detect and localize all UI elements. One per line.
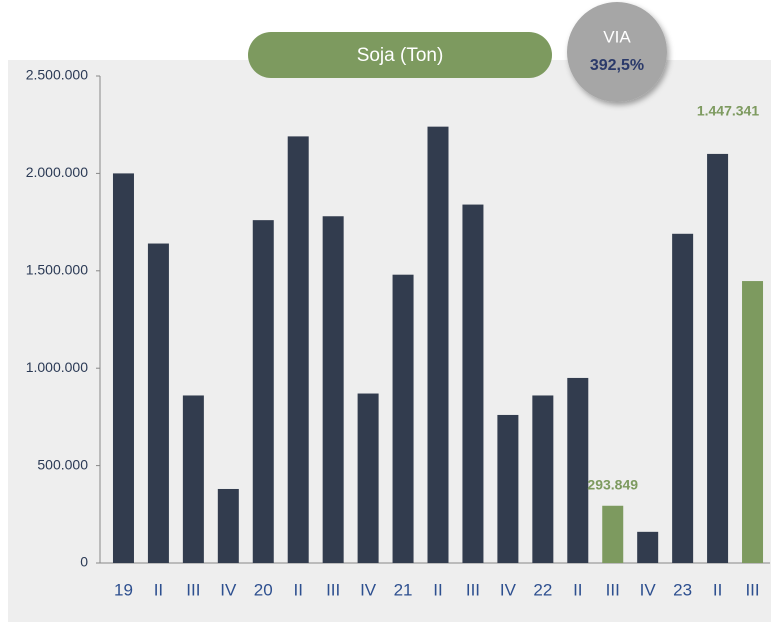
x-tick-label: III <box>326 580 340 599</box>
bar <box>462 204 484 563</box>
bar <box>392 274 414 563</box>
badge-label: VIA <box>603 27 631 46</box>
bar <box>252 220 274 564</box>
x-tick-label: IV <box>360 580 377 599</box>
bar <box>287 136 309 563</box>
x-tick-label: III <box>186 580 200 599</box>
x-tick-label: II <box>154 580 163 599</box>
value-label: 293.849 <box>587 476 638 492</box>
badge-value: 392,5% <box>590 57 644 74</box>
bar <box>742 281 764 563</box>
x-tick-label: II <box>713 580 722 599</box>
x-tick-label: III <box>466 580 480 599</box>
x-tick-label: IV <box>220 580 237 599</box>
bar <box>497 414 519 563</box>
bar <box>322 216 344 564</box>
bar <box>532 395 554 563</box>
x-tick-label: II <box>573 580 582 599</box>
bar <box>637 531 659 563</box>
bar <box>112 173 134 563</box>
bar <box>672 233 694 563</box>
y-tick-label: 500.000 <box>37 456 88 472</box>
bar <box>217 488 239 563</box>
plot-background <box>8 60 771 622</box>
y-tick-label: 0 <box>80 554 88 570</box>
x-tick-label: 22 <box>533 580 552 599</box>
bar <box>357 393 379 563</box>
x-tick-label: 20 <box>254 580 273 599</box>
bar <box>602 505 624 563</box>
y-tick-label: 2.000.000 <box>26 164 88 180</box>
chart-title: Soja (Ton) <box>357 45 444 66</box>
x-tick-label: 21 <box>394 580 413 599</box>
x-tick-label: III <box>745 580 759 599</box>
y-tick-label: 2.500.000 <box>26 67 88 83</box>
title-pill <box>248 32 552 78</box>
x-tick-label: 23 <box>673 580 692 599</box>
y-tick-label: 1.500.000 <box>26 262 88 278</box>
bar <box>182 395 204 563</box>
bar <box>707 153 729 564</box>
x-tick-label: IV <box>500 580 517 599</box>
x-tick-label: IV <box>640 580 657 599</box>
badge <box>567 2 667 102</box>
x-tick-label: II <box>433 580 442 599</box>
x-tick-label: III <box>606 580 620 599</box>
value-label: 1.447.341 <box>697 103 759 119</box>
bar <box>147 243 169 563</box>
bar <box>567 377 589 563</box>
x-tick-label: II <box>293 580 302 599</box>
y-tick-label: 1.000.000 <box>26 359 88 375</box>
x-tick-label: 19 <box>114 580 133 599</box>
bar <box>427 126 449 563</box>
